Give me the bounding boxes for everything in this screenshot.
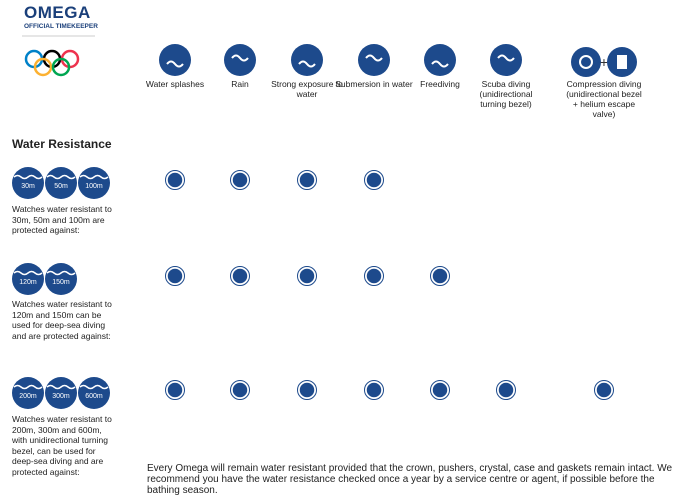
depth-label: 50m: [54, 183, 68, 190]
icon-glyph: [617, 55, 627, 69]
dot-outline: [297, 266, 317, 286]
icon-glyph: [365, 54, 383, 62]
badge-wave: [13, 174, 43, 180]
activity-icon: [159, 44, 191, 76]
protection-dot: [365, 381, 383, 399]
activity-label: Submersion in water: [335, 79, 413, 89]
depth-badge: [45, 377, 77, 409]
badge-wave: [13, 270, 43, 276]
activity-icon: [358, 44, 390, 76]
badge-wave: [46, 270, 76, 276]
footnote: Every Omega will remain water resistant …: [147, 463, 673, 496]
dot-outline: [230, 380, 250, 400]
icon-glyph: [231, 54, 249, 62]
protection-dot: [431, 267, 449, 285]
depth-badge: [12, 377, 44, 409]
dot-outline: [594, 380, 614, 400]
activity-label: Scuba diving (unidirectional turning bez…: [479, 79, 533, 109]
depth-badge: [78, 377, 110, 409]
icon-glyph: [497, 54, 515, 62]
depth-badge: [78, 167, 110, 199]
dot-outline: [230, 170, 250, 190]
section-title: Water Resistance: [12, 137, 112, 151]
depth-badge: [12, 167, 44, 199]
row-description: Watches water resistant to 120m and 150m…: [12, 299, 112, 341]
badge-wave: [13, 384, 43, 390]
row-description: Watches water resistant to 30m, 50m and …: [12, 204, 112, 235]
dot-outline: [297, 380, 317, 400]
protection-dot: [595, 381, 613, 399]
badge-wave: [79, 174, 109, 180]
activity-label: Freediving: [420, 79, 460, 89]
protection-dot: [365, 171, 383, 189]
badge-wave: [46, 174, 76, 180]
dot-outline: [364, 170, 384, 190]
dot-outline: [230, 266, 250, 286]
icon-glyph: [166, 60, 184, 68]
dot-outline: [496, 380, 516, 400]
dot-outline: [430, 380, 450, 400]
protection-dot: [298, 171, 316, 189]
dot-outline: [430, 266, 450, 286]
activity-icon: [490, 44, 522, 76]
depth-badge: [12, 263, 44, 295]
activity-icon: [224, 44, 256, 76]
depth-label: 150m: [52, 279, 70, 286]
protection-dot: [365, 267, 383, 285]
dot-outline: [165, 170, 185, 190]
dot-outline: [165, 380, 185, 400]
depth-label: 30m: [21, 183, 35, 190]
depth-label: 600m: [85, 393, 103, 400]
depth-label: 300m: [52, 393, 70, 400]
protection-dot: [298, 381, 316, 399]
protection-dot: [431, 381, 449, 399]
protection-dot: [231, 267, 249, 285]
activity-icon: [571, 47, 601, 77]
protection-dot: [231, 381, 249, 399]
dot-outline: [364, 266, 384, 286]
icon-glyph: [298, 60, 316, 68]
olympic-rings: [24, 49, 80, 77]
activity-label: Water splashes: [145, 79, 205, 89]
dot-outline: [165, 266, 185, 286]
brand-name: OMEGA: [24, 3, 91, 22]
depth-label: 200m: [19, 393, 37, 400]
activity-icon: [291, 44, 323, 76]
dot-outline: [297, 170, 317, 190]
dot-outline: [364, 380, 384, 400]
depth-label: 120m: [19, 279, 37, 286]
activity-label: Strong exposure to water: [271, 79, 343, 99]
badge-wave: [79, 384, 109, 390]
protection-dot: [166, 171, 184, 189]
protection-dot: [298, 267, 316, 285]
activity-icon: [424, 44, 456, 76]
badge-wave: [46, 384, 76, 390]
brand-tagline: OFFICIAL TIMEKEEPER: [24, 23, 98, 30]
plus-sign: +: [600, 54, 608, 70]
row-description: Watches water resistant to 200m, 300m an…: [12, 414, 112, 477]
activity-label: Compression diving (unidirectional bezel…: [566, 79, 642, 119]
depth-badge: [45, 167, 77, 199]
protection-dot: [166, 381, 184, 399]
protection-dot: [166, 267, 184, 285]
icon-glyph: [579, 55, 593, 69]
icon-glyph: [431, 60, 449, 68]
activity-label: Rain: [231, 79, 249, 89]
depth-label: 100m: [85, 183, 103, 190]
depth-badge: [45, 263, 77, 295]
protection-dot: [231, 171, 249, 189]
protection-dot: [497, 381, 515, 399]
